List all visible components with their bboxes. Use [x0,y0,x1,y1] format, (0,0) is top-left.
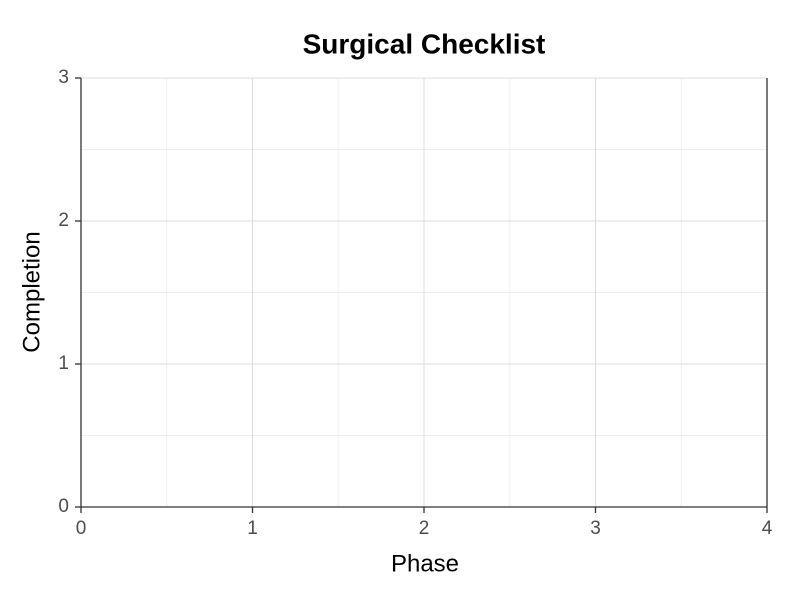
grid [80,77,768,508]
axes: 0 1 2 3 4 0 1 2 3 [58,67,772,539]
x-axis-label: Phase [391,550,459,577]
x-tick-label: 2 [419,518,430,539]
y-axis-label: Completion [18,231,45,352]
chart-title: Surgical Checklist [303,28,546,59]
x-tick-label: 0 [76,518,87,539]
x-tick-label: 4 [762,518,773,539]
y-tick-label: 1 [58,353,69,374]
y-tick-label: 2 [58,210,69,231]
x-tick-label: 1 [247,518,258,539]
x-tick-label: 3 [590,518,601,539]
y-tick-label: 0 [58,496,69,517]
y-tick-label: 3 [58,67,69,88]
